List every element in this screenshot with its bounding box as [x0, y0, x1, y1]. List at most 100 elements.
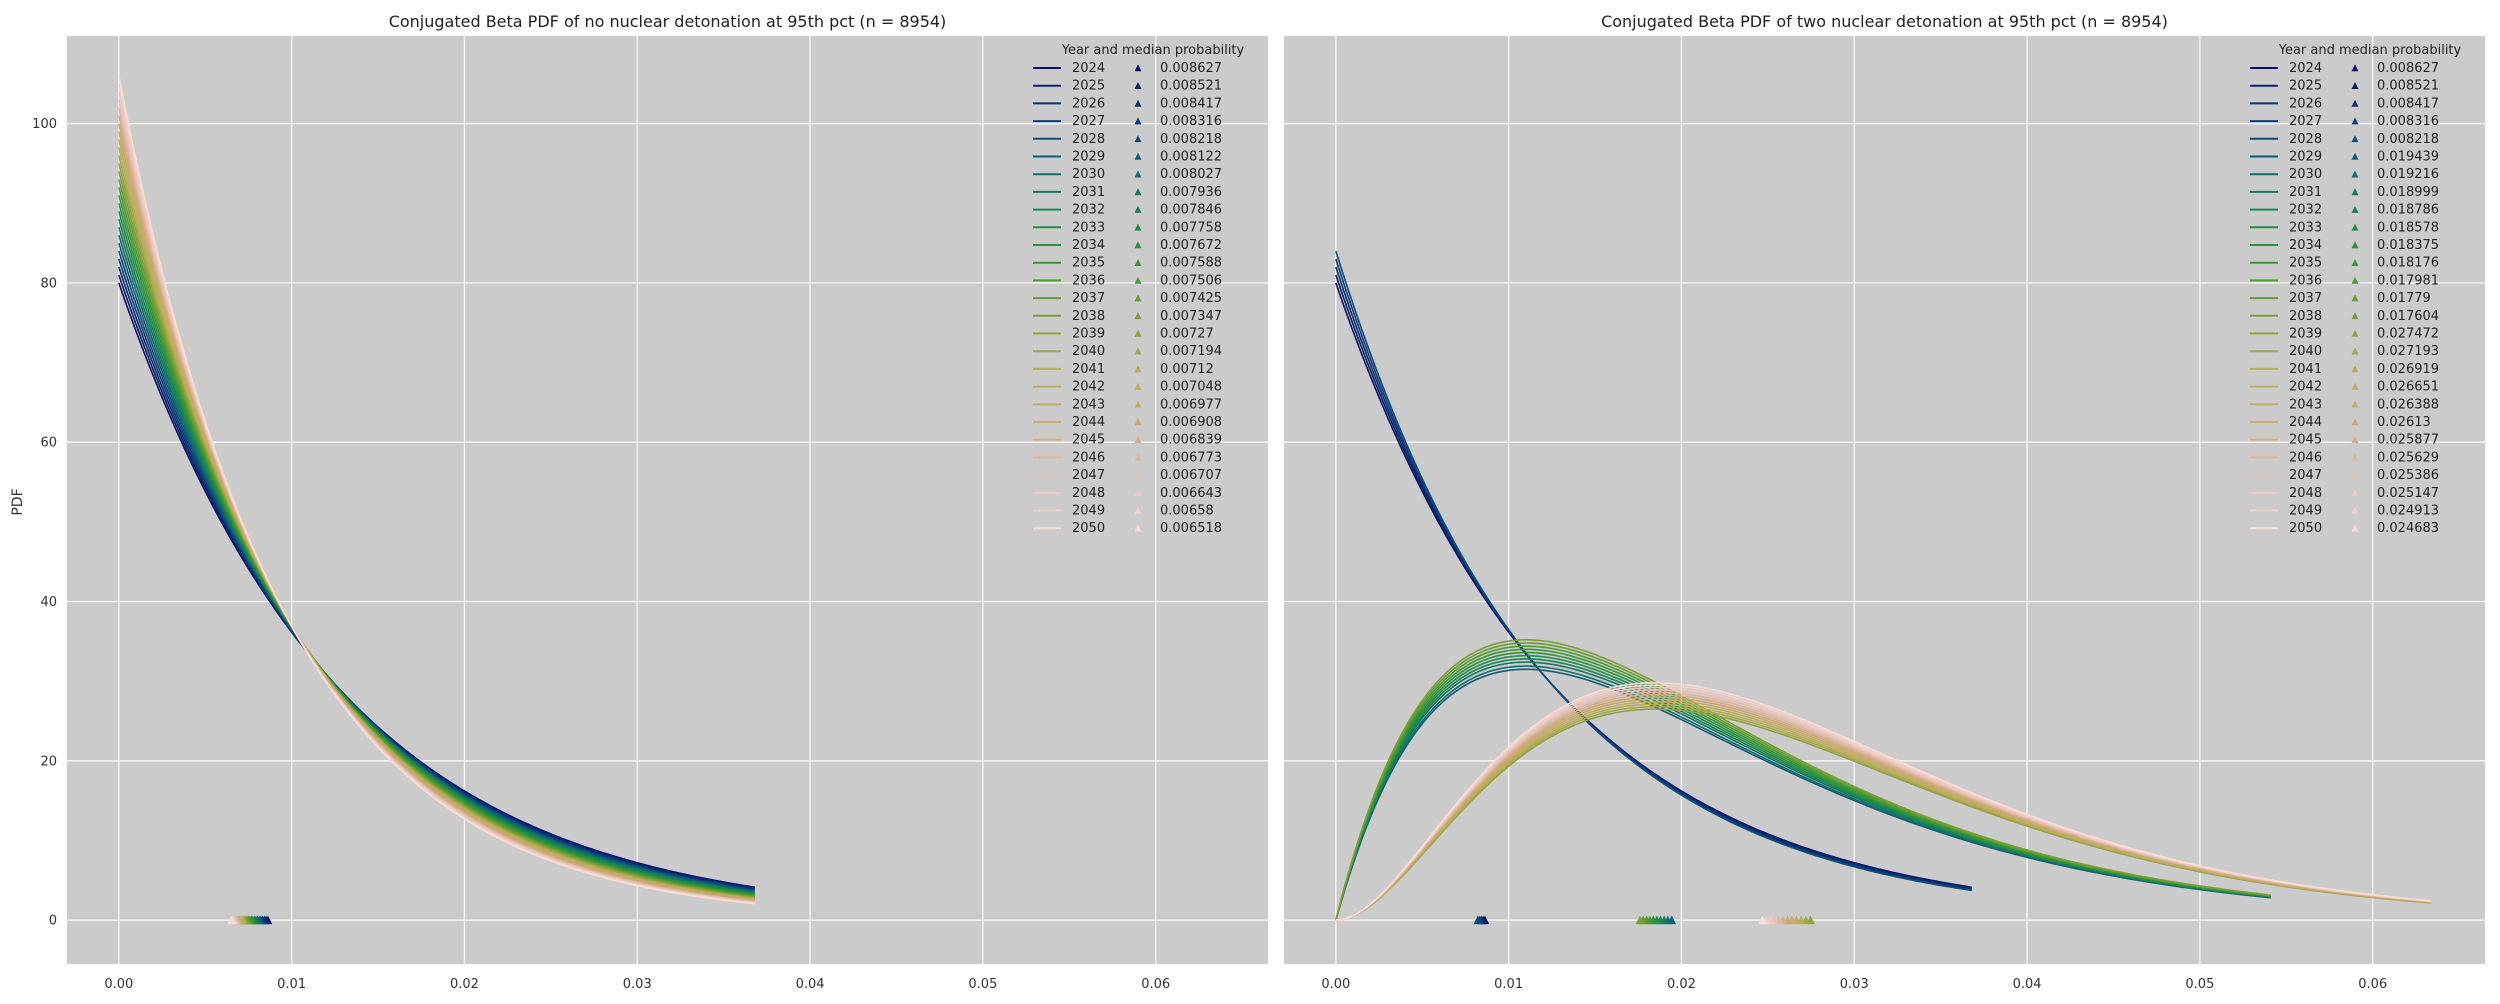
legend-median-label: 0.017604	[2377, 309, 2439, 324]
legend-marker-swatch	[1134, 64, 1142, 72]
legend-median-label: 0.007846	[1160, 203, 1222, 218]
legend-year-label: 2025	[2289, 79, 2322, 94]
legend-median-label: 0.018999	[2377, 185, 2439, 200]
legend-marker-swatch	[1134, 312, 1142, 320]
legend-marker-swatch	[1134, 489, 1142, 497]
y-tick-label: 0	[49, 914, 57, 929]
legend-year-label: 2044	[1072, 415, 1105, 430]
x-tick-label: 0.06	[1141, 977, 1170, 992]
legend-marker-swatch	[1134, 82, 1142, 89]
legend-median-label: 0.008122	[1160, 150, 1222, 165]
x-tick-label: 0.03	[623, 977, 652, 992]
legend-year-label: 2036	[1072, 273, 1105, 288]
legend-marker-swatch	[2351, 489, 2359, 497]
legend-median-label: 0.006518	[1160, 521, 1222, 536]
series-line-2050	[118, 75, 755, 905]
legend-median-label: 0.025386	[2377, 468, 2439, 483]
legend-year-label: 2049	[2289, 504, 2322, 519]
legend-year-label: 2036	[2289, 273, 2322, 288]
legend-year-label: 2035	[1072, 256, 1105, 271]
legend-marker-swatch	[2351, 170, 2359, 178]
legend-year-label: 2032	[2289, 203, 2322, 218]
legend-marker-swatch	[1134, 436, 1142, 443]
legend-marker-swatch	[2351, 117, 2359, 125]
series-line-2028	[1335, 250, 1972, 892]
legend-marker-swatch	[2351, 312, 2359, 320]
legend-median-label: 0.026919	[2377, 362, 2439, 377]
series-lines	[1335, 250, 2432, 921]
legend-title: Year and median probability	[2278, 43, 2462, 58]
median-marker-2050	[1758, 915, 1767, 925]
legend-median-label: 0.007194	[1160, 344, 1222, 359]
y-tick-label: 20	[40, 754, 57, 769]
legend-median-label: 0.008316	[1160, 114, 1222, 129]
chart-title: Conjugated Beta PDF of no nuclear detona…	[389, 12, 947, 31]
legend-year-label: 2031	[1072, 185, 1105, 200]
legend-year-label: 2026	[2289, 96, 2322, 111]
legend-year-label: 2047	[2289, 468, 2322, 483]
legend-year-label: 2043	[2289, 397, 2322, 412]
legend-marker-swatch	[2351, 276, 2359, 284]
legend-marker-swatch	[1134, 400, 1142, 408]
legend-year-label: 2031	[2289, 185, 2322, 200]
legend-marker-swatch	[2351, 347, 2359, 355]
legend-marker-swatch	[2351, 188, 2359, 196]
legend-median-label: 0.008218	[1160, 132, 1222, 147]
legend-median-label: 0.007936	[1160, 185, 1222, 200]
legend-median-label: 0.007672	[1160, 238, 1222, 253]
legend-year-label: 2024	[1072, 61, 1105, 76]
legend-year-label: 2033	[2289, 220, 2322, 235]
legend-median-label: 0.007588	[1160, 256, 1222, 271]
legend-median-label: 0.008521	[2377, 79, 2439, 94]
y-tick-label: 60	[40, 436, 57, 451]
legend-year-label: 2030	[1072, 167, 1105, 182]
legend-median-label: 0.024913	[2377, 504, 2439, 519]
legend-median-label: 0.019216	[2377, 167, 2439, 182]
legend-median-label: 0.008316	[2377, 114, 2439, 129]
legend-year-label: 2047	[1072, 468, 1105, 483]
legend-marker-swatch	[1134, 506, 1142, 514]
legend-median-label: 0.025147	[2377, 486, 2439, 501]
series-line-2031	[118, 226, 755, 894]
legend-marker-swatch	[1134, 382, 1142, 390]
x-tick-label: 0.00	[1321, 977, 1350, 992]
legend-median-label: 0.027193	[2377, 344, 2439, 359]
legend-year-label: 2037	[2289, 291, 2322, 306]
legend-year-label: 2034	[1072, 238, 1105, 253]
legend-marker-swatch	[2351, 365, 2359, 373]
y-tick-label: 80	[40, 276, 57, 291]
legend-marker-swatch	[2351, 99, 2359, 107]
legend-year-label: 2032	[1072, 203, 1105, 218]
chart-panel-no-detonation: 0.00 0.01 0.02 0.03 0.04 0.05 0.06020406080100…	[32, 12, 1268, 992]
median-marker-2038	[1635, 915, 1645, 925]
legend-year-label: 2039	[1072, 327, 1105, 342]
legend-marker-swatch	[2351, 259, 2359, 266]
legend-year-label: 2039	[2289, 327, 2322, 342]
x-tick-label: 0.05	[2185, 977, 2214, 992]
series-line-2034	[118, 203, 755, 896]
median-marker-2050	[227, 915, 236, 925]
legend-year-label: 2029	[1072, 150, 1105, 165]
legend-marker-swatch	[2351, 418, 2359, 426]
legend-year-label: 2050	[2289, 521, 2322, 536]
legend-year-label: 2026	[1072, 96, 1105, 111]
legend-year-label: 2045	[2289, 433, 2322, 448]
legend-year-label: 2045	[1072, 433, 1105, 448]
legend-marker-swatch	[1134, 99, 1142, 107]
legend-year-label: 2041	[2289, 362, 2322, 377]
legend-marker-swatch	[2351, 453, 2359, 461]
legend-marker-swatch	[2351, 506, 2359, 514]
chart-title: Conjugated Beta PDF of two nuclear deton…	[1601, 12, 2168, 31]
legend-median-label: 0.018176	[2377, 256, 2439, 271]
series-line-2035	[118, 195, 755, 897]
legend-median-label: 0.006908	[1160, 415, 1222, 430]
legend-median-label: 0.007506	[1160, 273, 1222, 288]
y-axis-label: PDF	[10, 488, 26, 515]
legend-marker-swatch	[2351, 294, 2359, 302]
legend-year-label: 2048	[1072, 486, 1105, 501]
legend-median-label: 0.008521	[1160, 79, 1222, 94]
x-tick-label: 0.02	[1667, 977, 1696, 992]
legend-year-label: 2035	[2289, 256, 2322, 271]
